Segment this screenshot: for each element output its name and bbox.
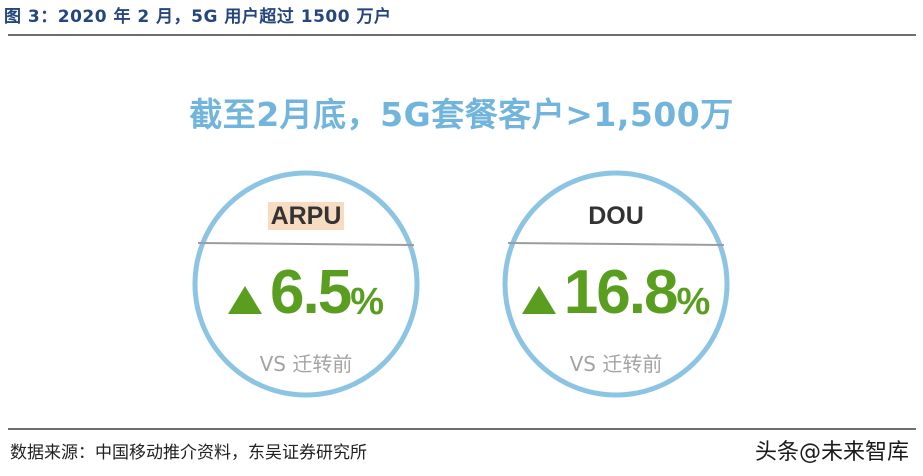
- growth-value: 16.8: [563, 258, 679, 327]
- compare-text: VS 迁转前: [259, 352, 353, 376]
- metric-label: DOU: [500, 202, 732, 231]
- metric-label-text: ARPU: [267, 202, 345, 230]
- top-divider: [8, 34, 916, 36]
- up-triangle-icon: [228, 286, 262, 314]
- bottom-divider: [8, 428, 916, 430]
- gauge-arpu: ARPU 6.5 % VS 迁转前: [190, 168, 422, 400]
- figure-title: 图 3：2020 年 2 月，5G 用户超过 1500 万户: [4, 7, 392, 27]
- growth-value: 6.5: [270, 258, 352, 327]
- ring-icon: [192, 170, 420, 398]
- up-triangle-icon: [521, 286, 556, 314]
- source-note: 数据来源：中国移动推介资料，东吴证券研究所: [10, 443, 367, 463]
- growth-unit: %: [676, 281, 711, 323]
- growth-unit: %: [350, 281, 384, 323]
- growth-row: 16.8 %: [500, 262, 732, 324]
- watermark: 头条@未来智库: [754, 440, 909, 465]
- gauge-dou: DOU 16.8 % VS 迁转前: [500, 168, 732, 400]
- metric-label: ARPU: [190, 202, 422, 231]
- ring-icon: [502, 170, 730, 398]
- compare-text: VS 迁转前: [569, 352, 663, 376]
- metric-label-text: DOU: [588, 202, 644, 230]
- growth-row: 6.5 %: [190, 262, 422, 324]
- headline: 截至2月底，5G套餐客户>1,500万: [189, 95, 734, 134]
